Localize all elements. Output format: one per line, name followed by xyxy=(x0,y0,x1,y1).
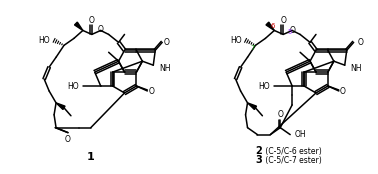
Polygon shape xyxy=(74,22,83,30)
Polygon shape xyxy=(56,103,65,109)
Text: HO: HO xyxy=(67,81,79,90)
Text: O: O xyxy=(358,38,364,47)
Text: O: O xyxy=(289,26,295,35)
Text: O: O xyxy=(65,135,71,144)
Text: 5: 5 xyxy=(287,29,291,35)
Text: O: O xyxy=(163,38,169,47)
Text: HO: HO xyxy=(39,36,50,45)
Polygon shape xyxy=(248,103,257,109)
Text: 2: 2 xyxy=(256,147,262,156)
Text: O: O xyxy=(149,88,154,96)
Text: HO: HO xyxy=(230,36,242,45)
Text: 3: 3 xyxy=(256,155,262,165)
Text: NH: NH xyxy=(351,64,362,73)
Text: OH: OH xyxy=(294,130,306,139)
Text: O: O xyxy=(340,88,346,96)
Text: HO: HO xyxy=(259,81,270,90)
Text: 7: 7 xyxy=(250,45,255,51)
Text: (C-5/C-7 ester): (C-5/C-7 ester) xyxy=(263,156,322,165)
Polygon shape xyxy=(266,22,274,30)
Text: (C-5/C-6 ester): (C-5/C-6 ester) xyxy=(263,147,322,156)
Text: O: O xyxy=(277,110,283,119)
Text: O: O xyxy=(89,16,95,25)
Text: O: O xyxy=(98,25,104,34)
Text: 1: 1 xyxy=(87,152,94,163)
Text: 6: 6 xyxy=(270,23,274,29)
Text: NH: NH xyxy=(159,64,171,73)
Text: O: O xyxy=(280,16,286,25)
